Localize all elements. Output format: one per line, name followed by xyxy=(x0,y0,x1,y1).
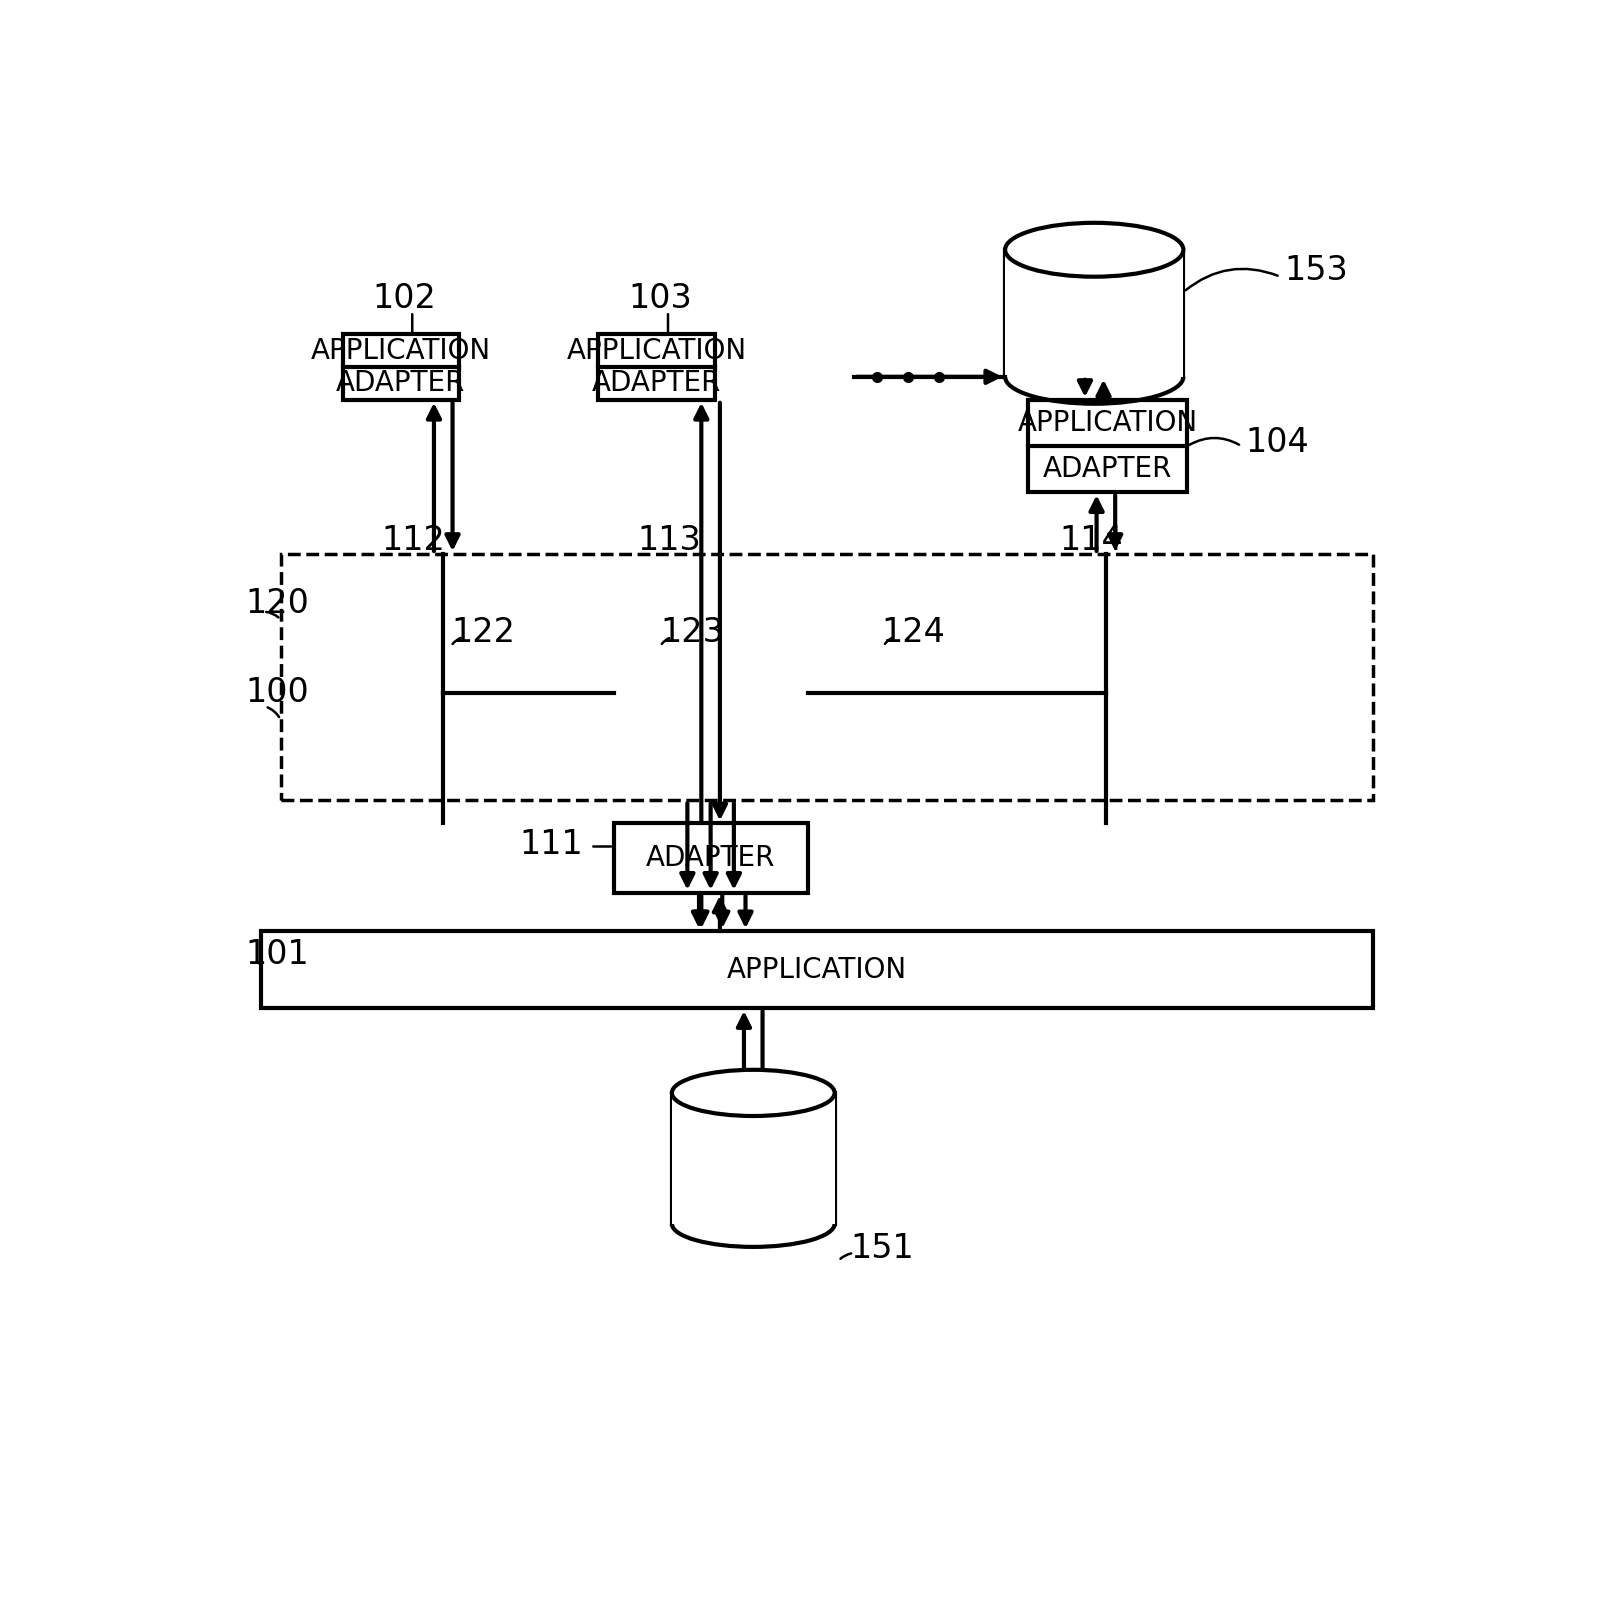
FancyBboxPatch shape xyxy=(597,334,714,400)
Text: APPLICATION: APPLICATION xyxy=(1016,410,1196,437)
FancyBboxPatch shape xyxy=(261,931,1373,1008)
Text: 101: 101 xyxy=(245,938,310,971)
Text: 100: 100 xyxy=(245,675,310,709)
Ellipse shape xyxy=(1005,222,1183,277)
Text: 112: 112 xyxy=(381,523,445,557)
Text: 113: 113 xyxy=(636,523,700,557)
Text: ADAPTER: ADAPTER xyxy=(1042,454,1172,483)
Text: 114: 114 xyxy=(1058,523,1123,557)
Text: 123: 123 xyxy=(661,616,724,650)
Text: APPLICATION: APPLICATION xyxy=(310,336,490,365)
FancyBboxPatch shape xyxy=(613,824,807,893)
Ellipse shape xyxy=(672,1070,834,1117)
Text: APPLICATION: APPLICATION xyxy=(725,955,906,984)
FancyBboxPatch shape xyxy=(672,1093,834,1224)
Text: 120: 120 xyxy=(245,587,310,621)
Text: 103: 103 xyxy=(628,282,691,315)
Text: 153: 153 xyxy=(1284,254,1347,286)
Text: ADAPTER: ADAPTER xyxy=(591,370,721,397)
Text: 111: 111 xyxy=(519,829,583,861)
FancyBboxPatch shape xyxy=(342,334,458,400)
Text: APPLICATION: APPLICATION xyxy=(566,336,747,365)
FancyBboxPatch shape xyxy=(1027,400,1186,493)
Text: 124: 124 xyxy=(881,616,945,650)
Text: 102: 102 xyxy=(372,282,437,315)
FancyBboxPatch shape xyxy=(1005,250,1183,376)
Text: 104: 104 xyxy=(1245,426,1308,459)
Text: 151: 151 xyxy=(849,1232,914,1266)
Text: ADAPTER: ADAPTER xyxy=(646,845,774,872)
Text: 122: 122 xyxy=(451,616,514,650)
Text: ADAPTER: ADAPTER xyxy=(336,370,466,397)
